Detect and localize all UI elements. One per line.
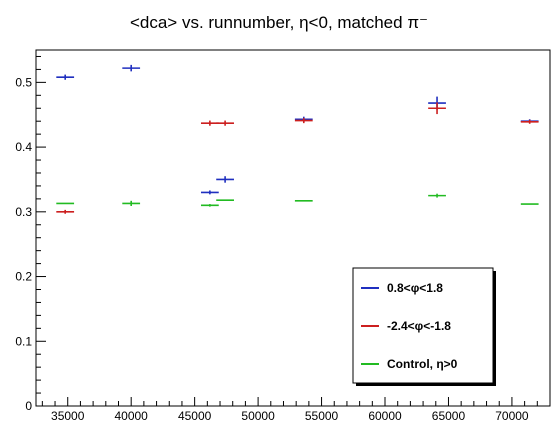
x-tick-label: 35000 bbox=[51, 409, 85, 423]
plot-frame bbox=[35, 49, 551, 407]
x-tick-label: 60000 bbox=[368, 409, 402, 423]
y-tick-label: 0 bbox=[25, 399, 32, 413]
data-point bbox=[200, 204, 219, 207]
x-tick-label: 50000 bbox=[241, 409, 275, 423]
data-points bbox=[56, 64, 539, 214]
legend-label: -2.4<φ<-1.8 bbox=[387, 319, 451, 333]
legend-label: Control, η>0 bbox=[387, 357, 458, 371]
y-tick-label: 0.2 bbox=[15, 270, 32, 284]
y-tick-label: 0.1 bbox=[15, 334, 32, 348]
y-tick-label: 0.5 bbox=[15, 75, 32, 89]
data-point bbox=[200, 120, 219, 126]
y-tick-label: 0.3 bbox=[15, 205, 32, 219]
data-point bbox=[56, 209, 75, 214]
x-tick-label: 40000 bbox=[114, 409, 148, 423]
data-point bbox=[122, 64, 141, 72]
y-tick-label: 0.4 bbox=[15, 140, 32, 154]
axes: 35000 40000 45000 50000 55000 60000 65000 70000… bbox=[15, 55, 551, 423]
legend-label: 0.8<φ<1.8 bbox=[387, 281, 443, 295]
x-tick-label: 65000 bbox=[432, 409, 466, 423]
x-tick-label: 70000 bbox=[495, 409, 529, 423]
data-point bbox=[56, 74, 75, 80]
data-point bbox=[428, 193, 446, 198]
data-point bbox=[200, 190, 219, 195]
data-point bbox=[428, 102, 446, 115]
data-point bbox=[294, 117, 313, 124]
data-point bbox=[216, 120, 234, 126]
data-point bbox=[122, 200, 141, 206]
chart-title: <dca> vs. runnumber, η<0, matched π⁻ bbox=[130, 13, 428, 32]
legend: 0.8<φ<1.8 -2.4<φ<-1.8 Control, η>0 bbox=[352, 267, 496, 386]
data-point bbox=[520, 119, 539, 124]
x-tick-label: 55000 bbox=[305, 409, 339, 423]
x-tick-label: 45000 bbox=[178, 409, 212, 423]
data-point bbox=[216, 176, 234, 183]
